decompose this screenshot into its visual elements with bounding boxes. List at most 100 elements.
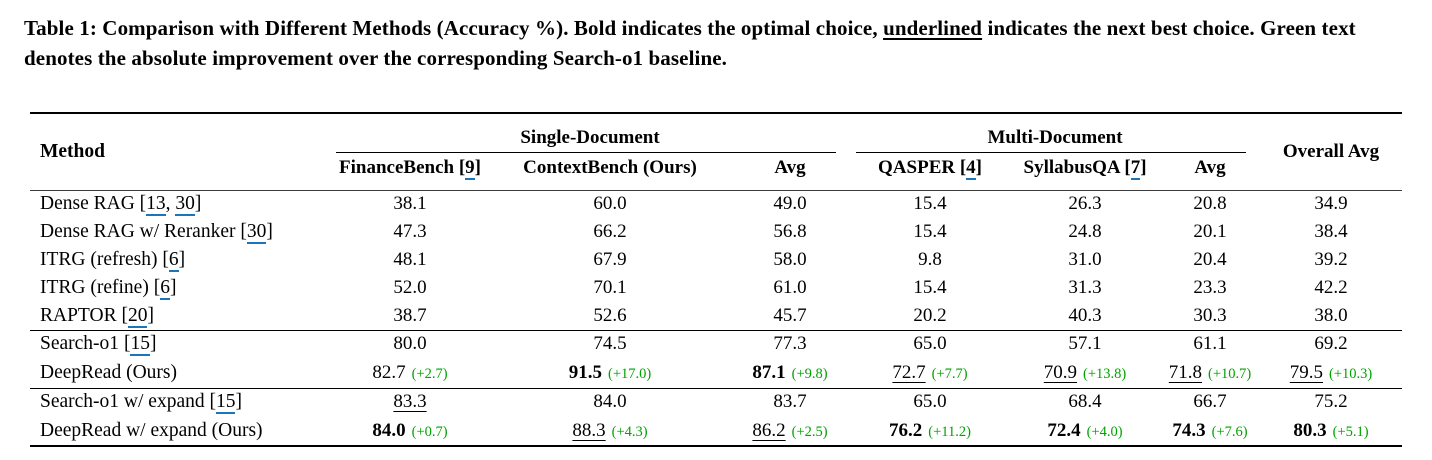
- score-cell: 74.5: [490, 329, 730, 358]
- citation-link[interactable]: 20: [127, 304, 148, 328]
- score-cell: 31.3: [1010, 274, 1160, 302]
- citation-link[interactable]: 30: [246, 221, 267, 244]
- score-value: 30.3: [1193, 304, 1227, 326]
- score-cell: 68.4: [1010, 387, 1161, 416]
- score-cell: 45.7: [730, 302, 850, 330]
- score-cell: 48.1: [330, 246, 490, 274]
- table-header: Method Single-Document Multi-Document Ov…: [30, 113, 1403, 190]
- col-header-syllabusqa: SyllabusQA [7]: [1023, 157, 1147, 181]
- score-value: 74.3: [1172, 419, 1206, 441]
- score-value: 34.9: [1314, 193, 1348, 215]
- sub-header-row: FinanceBench [9] ContextBench (Ours) Avg QA…: [30, 153, 1402, 190]
- improvement-delta: (+13.8): [1083, 365, 1127, 382]
- citation-link[interactable]: 6: [160, 277, 170, 300]
- score-value: 40.3: [1068, 304, 1102, 326]
- score-value: 31.3: [1068, 277, 1102, 298]
- score-cell: 23.3: [1160, 274, 1260, 302]
- score-cell: 83.7: [730, 387, 851, 416]
- score-value: 52.0: [393, 277, 427, 298]
- score-cell: 34.9: [1260, 190, 1402, 218]
- score-cell: 42.2: [1260, 274, 1402, 302]
- score-value: 42.2: [1314, 277, 1348, 298]
- score-cell: 20.4: [1160, 246, 1260, 274]
- table-row: Search-o1 w/ expand [15] 83.3 84.0 83.7 65.0…: [30, 387, 1403, 416]
- score-value: 31.0: [1068, 249, 1102, 270]
- col-header-overall-avg: Overall Avg: [1282, 140, 1380, 162]
- citation-link[interactable]: 9: [465, 157, 475, 181]
- score-value: 83.3: [393, 391, 427, 413]
- score-cell: 20.1: [1160, 218, 1260, 246]
- col-header-method: Method: [40, 140, 105, 162]
- score-value: 65.0: [913, 391, 947, 413]
- citation-link[interactable]: 13: [146, 193, 166, 217]
- results-table: Method Single-Document Multi-Document Ov…: [30, 112, 1403, 447]
- score-value: 75.2: [1314, 391, 1348, 413]
- method-cell: DeepRead (Ours): [40, 361, 177, 383]
- citation-link[interactable]: 6: [168, 249, 179, 272]
- score-cell: 26.3: [1010, 190, 1160, 218]
- score-cell: 72.4 (+4.0): [1010, 416, 1160, 446]
- score-cell: 72.7 (+7.7): [850, 358, 1010, 388]
- citation-link[interactable]: 30: [175, 193, 195, 217]
- improvement-delta: (+0.7): [411, 423, 448, 440]
- score-value: 15.4: [913, 193, 947, 215]
- score-value: 52.6: [593, 304, 627, 326]
- caption-part2: indicates the next best choice. Green te…: [24, 16, 1356, 70]
- score-value: 38.7: [393, 304, 427, 326]
- score-cell: 39.2: [1260, 246, 1402, 274]
- score-value: 45.7: [773, 304, 807, 326]
- score-value: 49.0: [773, 193, 807, 215]
- score-value: 20.1: [1193, 221, 1227, 242]
- score-cell: 70.1: [490, 274, 730, 302]
- caption-part1: Table 1: Comparison with Different Metho…: [24, 16, 884, 40]
- method-cell: DeepRead w/ expand (Ours): [40, 419, 263, 441]
- citation-link[interactable]: 15: [130, 333, 150, 357]
- score-value: 26.3: [1068, 193, 1102, 215]
- score-cell: 65.0: [850, 387, 1011, 416]
- score-cell: 67.9: [490, 246, 730, 274]
- improvement-delta: (+2.7): [411, 365, 448, 382]
- score-value: 84.0: [372, 419, 406, 441]
- score-cell: 88.3 (+4.3): [490, 416, 730, 446]
- score-value: 24.8: [1068, 221, 1102, 242]
- score-cell: 38.1: [330, 190, 490, 218]
- improvement-delta: (+2.5): [791, 423, 828, 440]
- score-cell: 69.2: [1260, 329, 1403, 358]
- score-cell: 77.3: [730, 329, 851, 358]
- score-cell: 15.4: [850, 274, 1010, 302]
- score-value: 87.1: [752, 361, 786, 383]
- score-value: 76.2: [889, 419, 923, 441]
- score-value: 38.0: [1314, 304, 1348, 326]
- citation-link[interactable]: 15: [215, 391, 236, 415]
- score-value: 65.0: [913, 333, 947, 355]
- score-value: 20.4: [1193, 249, 1227, 270]
- col-header-avg: Avg: [774, 157, 806, 179]
- score-value: 61.0: [773, 277, 807, 298]
- score-cell: 65.0: [850, 329, 1011, 358]
- improvement-delta: (+5.1): [1332, 423, 1369, 440]
- score-value: 66.7: [1193, 391, 1227, 413]
- score-value: 15.4: [913, 221, 947, 242]
- score-value: 88.3: [572, 419, 606, 441]
- table-row: RAPTOR [20] 38.7 52.6 45.7 20.2 40.3 30.3 38.0: [30, 302, 1402, 330]
- score-cell: 38.0: [1260, 302, 1402, 330]
- score-value: 58.0: [773, 249, 807, 270]
- score-cell: 80.3 (+5.1): [1260, 416, 1402, 446]
- score-value: 39.2: [1314, 249, 1348, 270]
- citation-link[interactable]: 4: [966, 157, 976, 181]
- score-value: 20.8: [1193, 193, 1227, 215]
- score-value: 9.8: [918, 249, 942, 270]
- col-group-single-document: Single-Document: [330, 113, 850, 153]
- score-cell: 52.6: [490, 302, 730, 330]
- score-value: 72.4: [1047, 419, 1081, 441]
- score-cell: 47.3: [330, 218, 490, 246]
- score-cell: 31.0: [1010, 246, 1160, 274]
- table-caption: Table 1: Comparison with Different Metho…: [24, 14, 1416, 74]
- score-value: 66.2: [593, 221, 627, 242]
- score-value: 71.8: [1168, 361, 1203, 383]
- score-cell: 15.4: [850, 218, 1010, 246]
- score-cell: 38.7: [330, 302, 490, 330]
- score-value: 38.4: [1314, 221, 1348, 242]
- method-cell: Dense RAG w/ Reranker [30]: [40, 221, 273, 244]
- citation-link[interactable]: 7: [1130, 157, 1141, 181]
